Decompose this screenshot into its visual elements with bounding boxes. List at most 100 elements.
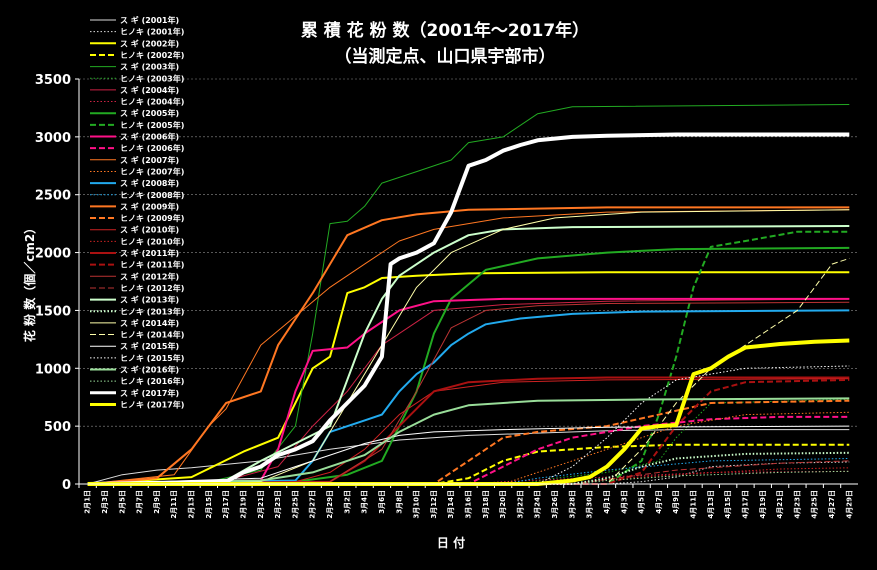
legend-label: ヒノキ (2008年)	[120, 190, 184, 200]
x-tick-label: 2月1日	[84, 490, 92, 514]
x-tick-label: 4月11日	[690, 490, 698, 519]
x-tick-label: 2月19日	[239, 490, 247, 519]
legend-label: ヒノキ (2007年)	[120, 166, 184, 176]
x-tick-label: 3月14日	[447, 490, 455, 519]
x-tick-label: 2月9日	[153, 490, 161, 514]
x-tick-label: 4月27日	[828, 490, 836, 519]
legend-label: ス ギ (2014年)	[120, 318, 179, 328]
series-line-6	[87, 298, 850, 485]
x-tick-label: 3月6日	[378, 490, 386, 514]
series-line-28	[87, 425, 850, 485]
x-tick-label: 3月18日	[482, 490, 490, 519]
legend-label: ヒノキ (2005年)	[120, 120, 184, 130]
x-tick-label: 4月5日	[638, 490, 646, 514]
legend-label: ヒノキ (2004年)	[120, 97, 184, 107]
x-tick-label: 2月29日	[326, 490, 334, 519]
legend-label: ヒノキ (2017年)	[120, 399, 184, 409]
series-line-11	[87, 415, 850, 485]
legend-label: ヒノキ (2002年)	[120, 50, 184, 60]
x-axis-ticks: 2月1日 2月3日 2月5日 2月7日 2月9日 2月11日 2月13日 2月15日 2月17日…	[78, 484, 853, 519]
y-tick-label: 3000	[35, 131, 71, 146]
legend-label: ス ギ (2003年)	[120, 62, 179, 72]
x-tick-label: 4月9日	[672, 490, 680, 514]
x-tick-label: 3月20日	[499, 490, 507, 519]
x-tick-label: 2月15日	[205, 490, 213, 519]
legend: ス ギ (2001年) ヒノキ (2001年)ス ギ (2002年) ヒノキ (20…	[90, 15, 184, 409]
x-tick-label: 4月29日	[845, 490, 853, 519]
legend-label: ス ギ (2017年)	[120, 388, 179, 398]
x-tick-label: 3月30日	[586, 490, 594, 519]
legend-label: ス ギ (2005年)	[120, 108, 179, 118]
legend-label: ヒノキ (2015年)	[120, 353, 184, 363]
legend-label: ス ギ (2001年)	[120, 15, 179, 25]
x-tick-label: 3月10日	[413, 490, 421, 519]
x-tick-label: 3月24日	[534, 490, 542, 519]
series-line-23	[87, 460, 850, 485]
x-tick-label: 4月13日	[707, 490, 715, 519]
series-line-29	[87, 365, 850, 485]
legend-label: ス ギ (2015年)	[120, 341, 179, 351]
y-tick-label: 3500	[35, 73, 71, 88]
x-tick-label: 4月7日	[655, 490, 663, 514]
legend-label: ヒノキ (2010年)	[120, 236, 184, 246]
x-tick-label: 4月17日	[741, 490, 749, 519]
y-axis-label: 花 粉 数（個／cm2）	[22, 222, 37, 342]
x-tick-label: 4月21日	[776, 490, 784, 519]
x-tick-label: 4月1日	[603, 490, 611, 514]
legend-label: ス ギ (2008年)	[120, 178, 179, 188]
y-tick-label: 2500	[35, 189, 71, 204]
y-axis-ticks: 0 500 1000 1500 2000 2500 3000 3500	[35, 73, 79, 493]
legend-label: ヒノキ (2013年)	[120, 306, 184, 316]
x-tick-label: 2月27日	[309, 490, 317, 519]
legend-label: ヒノキ (2006年)	[120, 143, 184, 153]
series-line-22	[87, 301, 850, 485]
series-line-9	[87, 230, 850, 485]
x-tick-label: 2月5日	[118, 490, 126, 514]
legend-label: ス ギ (2009年)	[120, 201, 179, 211]
series-line-2	[87, 271, 850, 485]
series-line-32	[87, 132, 850, 486]
x-tick-label: 2月3日	[101, 490, 109, 514]
series-line-15	[87, 458, 850, 485]
legend-label: ス ギ (2004年)	[120, 85, 179, 95]
x-tick-label: 3月4日	[361, 490, 369, 514]
legend-label: ヒノキ (2014年)	[120, 330, 184, 340]
legend-label: ス ギ (2006年)	[120, 132, 179, 142]
x-axis-label: 日 付	[437, 535, 465, 550]
y-tick-label: 0	[62, 478, 71, 493]
legend-label: ヒノキ (2016年)	[120, 376, 184, 386]
x-tick-label: 3月28日	[568, 490, 576, 519]
series-line-30	[87, 397, 850, 485]
legend-label: ヒノキ (2011年)	[120, 260, 184, 270]
y-tick-label: 1500	[35, 304, 71, 319]
x-tick-label: 2月21日	[257, 490, 265, 519]
legend-label: ス ギ (2016年)	[120, 365, 179, 375]
chart-title: 累 積 花 粉 数（2001年～2017年）	[301, 20, 589, 41]
legend-label: ヒノキ (2012年)	[120, 283, 184, 293]
x-tick-label: 4月19日	[759, 490, 767, 519]
y-tick-label: 1000	[35, 362, 71, 377]
legend-label: ヒノキ (2009年)	[120, 213, 184, 223]
legend-label: ス ギ (2011年)	[120, 248, 179, 258]
x-tick-label: 4月3日	[620, 490, 628, 514]
x-tick-label: 2月13日	[188, 490, 196, 519]
legend-label: ス ギ (2002年)	[120, 38, 179, 48]
x-tick-label: 2月7日	[136, 490, 144, 514]
series-line-26	[87, 209, 850, 485]
y-tick-label: 2000	[35, 247, 71, 262]
x-tick-label: 3月16日	[465, 490, 473, 519]
x-tick-label: 3月2日	[343, 490, 351, 514]
series-line-18	[87, 378, 850, 485]
x-tick-label: 2月23日	[274, 490, 282, 519]
x-tick-label: 3月22日	[516, 490, 524, 519]
x-tick-label: 4月23日	[793, 490, 801, 519]
legend-label: ス ギ (2010年)	[120, 225, 179, 235]
series-line-17	[87, 399, 850, 485]
legend-label: ス ギ (2007年)	[120, 155, 179, 165]
x-tick-label: 3月12日	[430, 490, 438, 519]
x-tick-label: 2月25日	[291, 490, 299, 519]
series-lines	[87, 104, 850, 486]
series-line-33	[87, 338, 850, 486]
